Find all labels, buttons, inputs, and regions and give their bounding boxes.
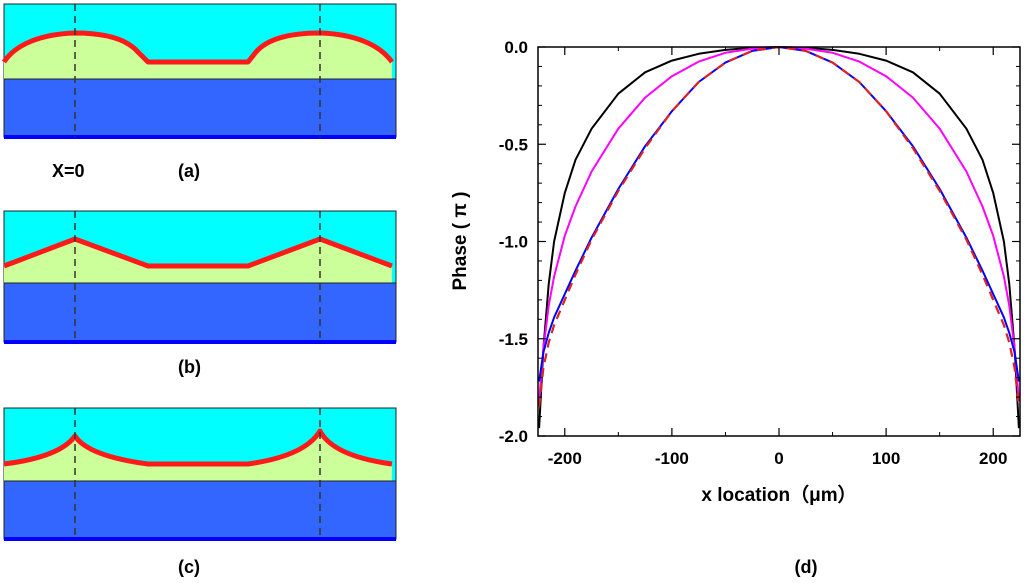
panel-c-profile-curve — [3, 428, 393, 467]
x0-label: X=0 — [52, 161, 85, 181]
chart-tick-layer: -200 -100 0 100 200 0.0 -0.5 -1.0 -1.5 -2.0 — [499, 38, 1020, 468]
x-tick-label: -100 — [655, 449, 689, 468]
panel-c: (c) — [3, 407, 397, 577]
panel-d-label: (d) — [795, 557, 818, 577]
chart-y-axis-label: Phase ( π ) — [450, 191, 471, 290]
chart-series-line-4 — [538, 45, 1020, 407]
panel-c-substrate — [3, 480, 397, 540]
y-tick-label: -2.0 — [499, 427, 528, 446]
y-tick-label: -1.5 — [499, 330, 528, 349]
panel-b-profile-curve — [3, 236, 393, 269]
chart-series-line-1 — [538, 46, 1020, 429]
panel-a-film-layer — [4, 33, 392, 79]
panel-d-chart: -200 -100 0 100 200 0.0 -0.5 -1.0 -1.5 -2.0 Phase… — [450, 38, 1021, 577]
x-tick-label: 200 — [979, 449, 1007, 468]
panel-c-film-layer — [4, 431, 392, 481]
chart-x-axis-label: x location（μm） — [701, 483, 856, 506]
chart-series-layer — [538, 45, 1020, 429]
panel-b: (b) — [3, 210, 397, 377]
x-tick-label: -200 — [548, 449, 582, 468]
panel-a-substrate — [3, 78, 397, 138]
panel-a-label: (a) — [178, 161, 200, 181]
panel-a: X=0 (a) — [1, 3, 397, 181]
panel-b-label: (b) — [178, 357, 201, 377]
panel-b-substrate — [3, 282, 397, 343]
chart-series-line-2 — [538, 46, 1020, 402]
y-tick-label: -0.5 — [499, 135, 528, 154]
panel-c-label: (c) — [178, 557, 200, 577]
chart-series-line-3 — [538, 46, 1020, 382]
panel-a-profile-curve — [1, 30, 395, 65]
x-tick-label: 100 — [872, 449, 900, 468]
y-tick-label: 0.0 — [504, 38, 528, 57]
y-tick-label: -1.0 — [499, 233, 528, 252]
x-tick-label: 0 — [774, 449, 783, 468]
